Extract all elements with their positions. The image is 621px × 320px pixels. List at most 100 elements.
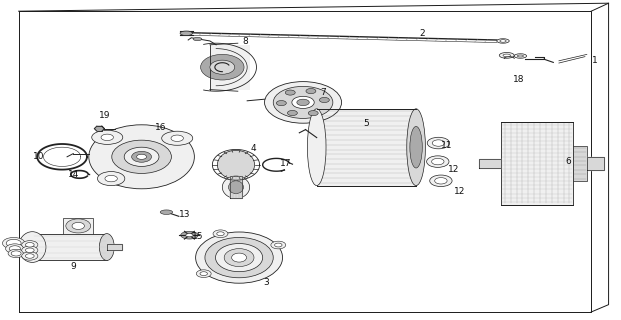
Text: 15: 15 xyxy=(192,232,203,241)
Text: 9: 9 xyxy=(70,262,76,271)
Ellipse shape xyxy=(319,97,329,102)
Ellipse shape xyxy=(517,55,524,57)
Polygon shape xyxy=(107,244,122,250)
Ellipse shape xyxy=(407,109,425,186)
Text: 8: 8 xyxy=(242,37,248,46)
Ellipse shape xyxy=(217,232,224,236)
Ellipse shape xyxy=(224,249,254,267)
Ellipse shape xyxy=(180,31,193,36)
Ellipse shape xyxy=(210,60,235,74)
Ellipse shape xyxy=(232,253,247,262)
Text: 4: 4 xyxy=(250,144,256,153)
Ellipse shape xyxy=(307,109,326,186)
Text: 7: 7 xyxy=(320,88,326,97)
Polygon shape xyxy=(479,159,501,168)
Polygon shape xyxy=(230,176,242,198)
Ellipse shape xyxy=(308,111,318,116)
Ellipse shape xyxy=(217,150,255,179)
Text: 18: 18 xyxy=(513,76,524,84)
Ellipse shape xyxy=(19,232,46,262)
Ellipse shape xyxy=(97,172,125,186)
Ellipse shape xyxy=(89,125,194,189)
Polygon shape xyxy=(587,157,604,170)
Bar xyxy=(317,109,416,186)
Ellipse shape xyxy=(99,234,114,260)
Ellipse shape xyxy=(124,147,159,166)
Text: 10: 10 xyxy=(33,152,44,161)
Ellipse shape xyxy=(503,54,510,57)
Ellipse shape xyxy=(297,99,309,106)
Text: 14: 14 xyxy=(68,170,79,179)
Ellipse shape xyxy=(105,175,117,182)
Ellipse shape xyxy=(181,231,198,239)
Ellipse shape xyxy=(6,244,24,253)
Polygon shape xyxy=(94,126,104,131)
Ellipse shape xyxy=(500,40,506,42)
Ellipse shape xyxy=(410,126,422,168)
Ellipse shape xyxy=(22,252,38,260)
Ellipse shape xyxy=(137,154,147,159)
Ellipse shape xyxy=(430,175,452,187)
Text: 16: 16 xyxy=(155,124,166,132)
Ellipse shape xyxy=(229,181,243,194)
Ellipse shape xyxy=(11,251,21,256)
Ellipse shape xyxy=(66,219,91,233)
Ellipse shape xyxy=(6,239,21,247)
Ellipse shape xyxy=(25,248,34,252)
Ellipse shape xyxy=(285,90,295,95)
Text: 2: 2 xyxy=(419,29,425,38)
Ellipse shape xyxy=(427,156,449,167)
Bar xyxy=(501,122,573,205)
Ellipse shape xyxy=(112,140,171,173)
Ellipse shape xyxy=(72,222,84,229)
Ellipse shape xyxy=(25,234,40,260)
Text: 6: 6 xyxy=(565,157,571,166)
Ellipse shape xyxy=(306,89,316,94)
Text: 5: 5 xyxy=(363,119,369,128)
Ellipse shape xyxy=(132,151,152,162)
Ellipse shape xyxy=(171,135,183,141)
Ellipse shape xyxy=(201,54,244,80)
Ellipse shape xyxy=(196,232,283,283)
Ellipse shape xyxy=(215,244,263,272)
Text: 12: 12 xyxy=(454,188,465,196)
Text: 13: 13 xyxy=(179,210,191,219)
Ellipse shape xyxy=(9,246,20,252)
Bar xyxy=(573,146,587,181)
Ellipse shape xyxy=(432,140,445,146)
Bar xyxy=(32,234,107,260)
Ellipse shape xyxy=(25,243,34,247)
Polygon shape xyxy=(210,45,250,90)
Ellipse shape xyxy=(160,210,173,214)
Bar xyxy=(63,218,93,234)
Ellipse shape xyxy=(92,130,123,144)
Text: 19: 19 xyxy=(99,111,110,120)
Ellipse shape xyxy=(514,54,527,58)
Ellipse shape xyxy=(8,249,24,258)
Ellipse shape xyxy=(25,254,34,258)
Ellipse shape xyxy=(427,137,450,149)
Ellipse shape xyxy=(435,178,447,184)
Text: 12: 12 xyxy=(448,165,459,174)
Ellipse shape xyxy=(205,237,273,278)
Ellipse shape xyxy=(288,110,297,116)
Ellipse shape xyxy=(265,82,342,123)
Ellipse shape xyxy=(22,246,38,254)
Ellipse shape xyxy=(196,270,211,277)
Ellipse shape xyxy=(22,241,38,249)
Ellipse shape xyxy=(186,234,193,237)
Ellipse shape xyxy=(2,237,25,249)
Text: 3: 3 xyxy=(263,278,269,287)
Ellipse shape xyxy=(193,37,202,41)
Ellipse shape xyxy=(432,158,444,165)
Ellipse shape xyxy=(276,100,286,106)
Text: 1: 1 xyxy=(592,56,598,65)
Text: 17: 17 xyxy=(280,159,291,168)
Ellipse shape xyxy=(161,131,193,145)
Ellipse shape xyxy=(271,241,286,249)
Ellipse shape xyxy=(497,39,509,43)
Ellipse shape xyxy=(273,86,333,118)
Ellipse shape xyxy=(274,243,282,247)
Ellipse shape xyxy=(213,230,228,237)
Ellipse shape xyxy=(101,134,114,140)
